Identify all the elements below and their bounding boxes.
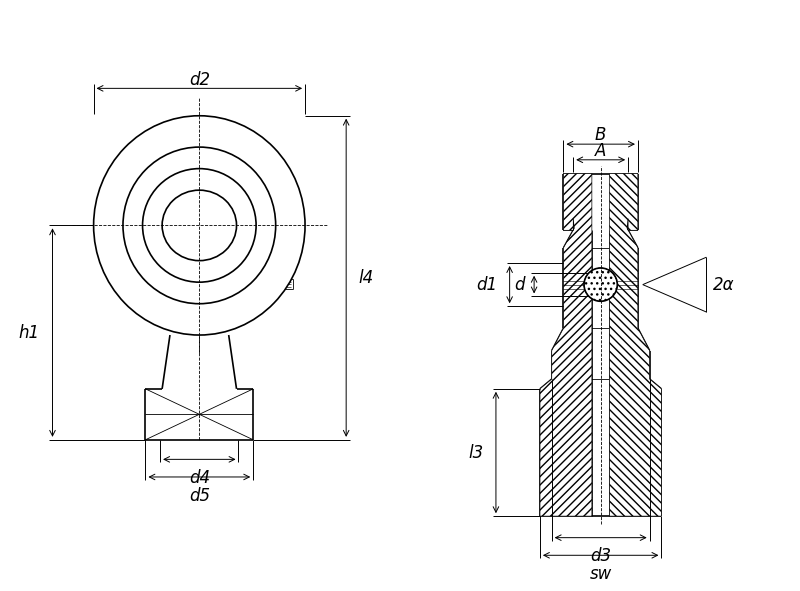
Text: h1: h1 [18, 324, 40, 342]
Text: d1: d1 [476, 275, 497, 294]
Text: d: d [514, 275, 524, 294]
Ellipse shape [142, 168, 256, 282]
Text: sw: sw [590, 565, 612, 583]
Ellipse shape [94, 116, 305, 335]
Text: d3: d3 [590, 547, 611, 566]
Polygon shape [540, 174, 592, 516]
Ellipse shape [123, 147, 276, 304]
Text: 2α: 2α [714, 275, 735, 294]
Text: A: A [595, 142, 606, 160]
Text: B: B [595, 126, 606, 144]
Text: l3: l3 [468, 443, 483, 462]
Text: l4: l4 [359, 269, 374, 287]
Ellipse shape [584, 268, 618, 301]
Polygon shape [610, 174, 662, 516]
Text: d5: d5 [189, 487, 210, 505]
Ellipse shape [162, 190, 237, 261]
Text: d4: d4 [189, 469, 210, 487]
Text: d2: d2 [189, 70, 210, 89]
